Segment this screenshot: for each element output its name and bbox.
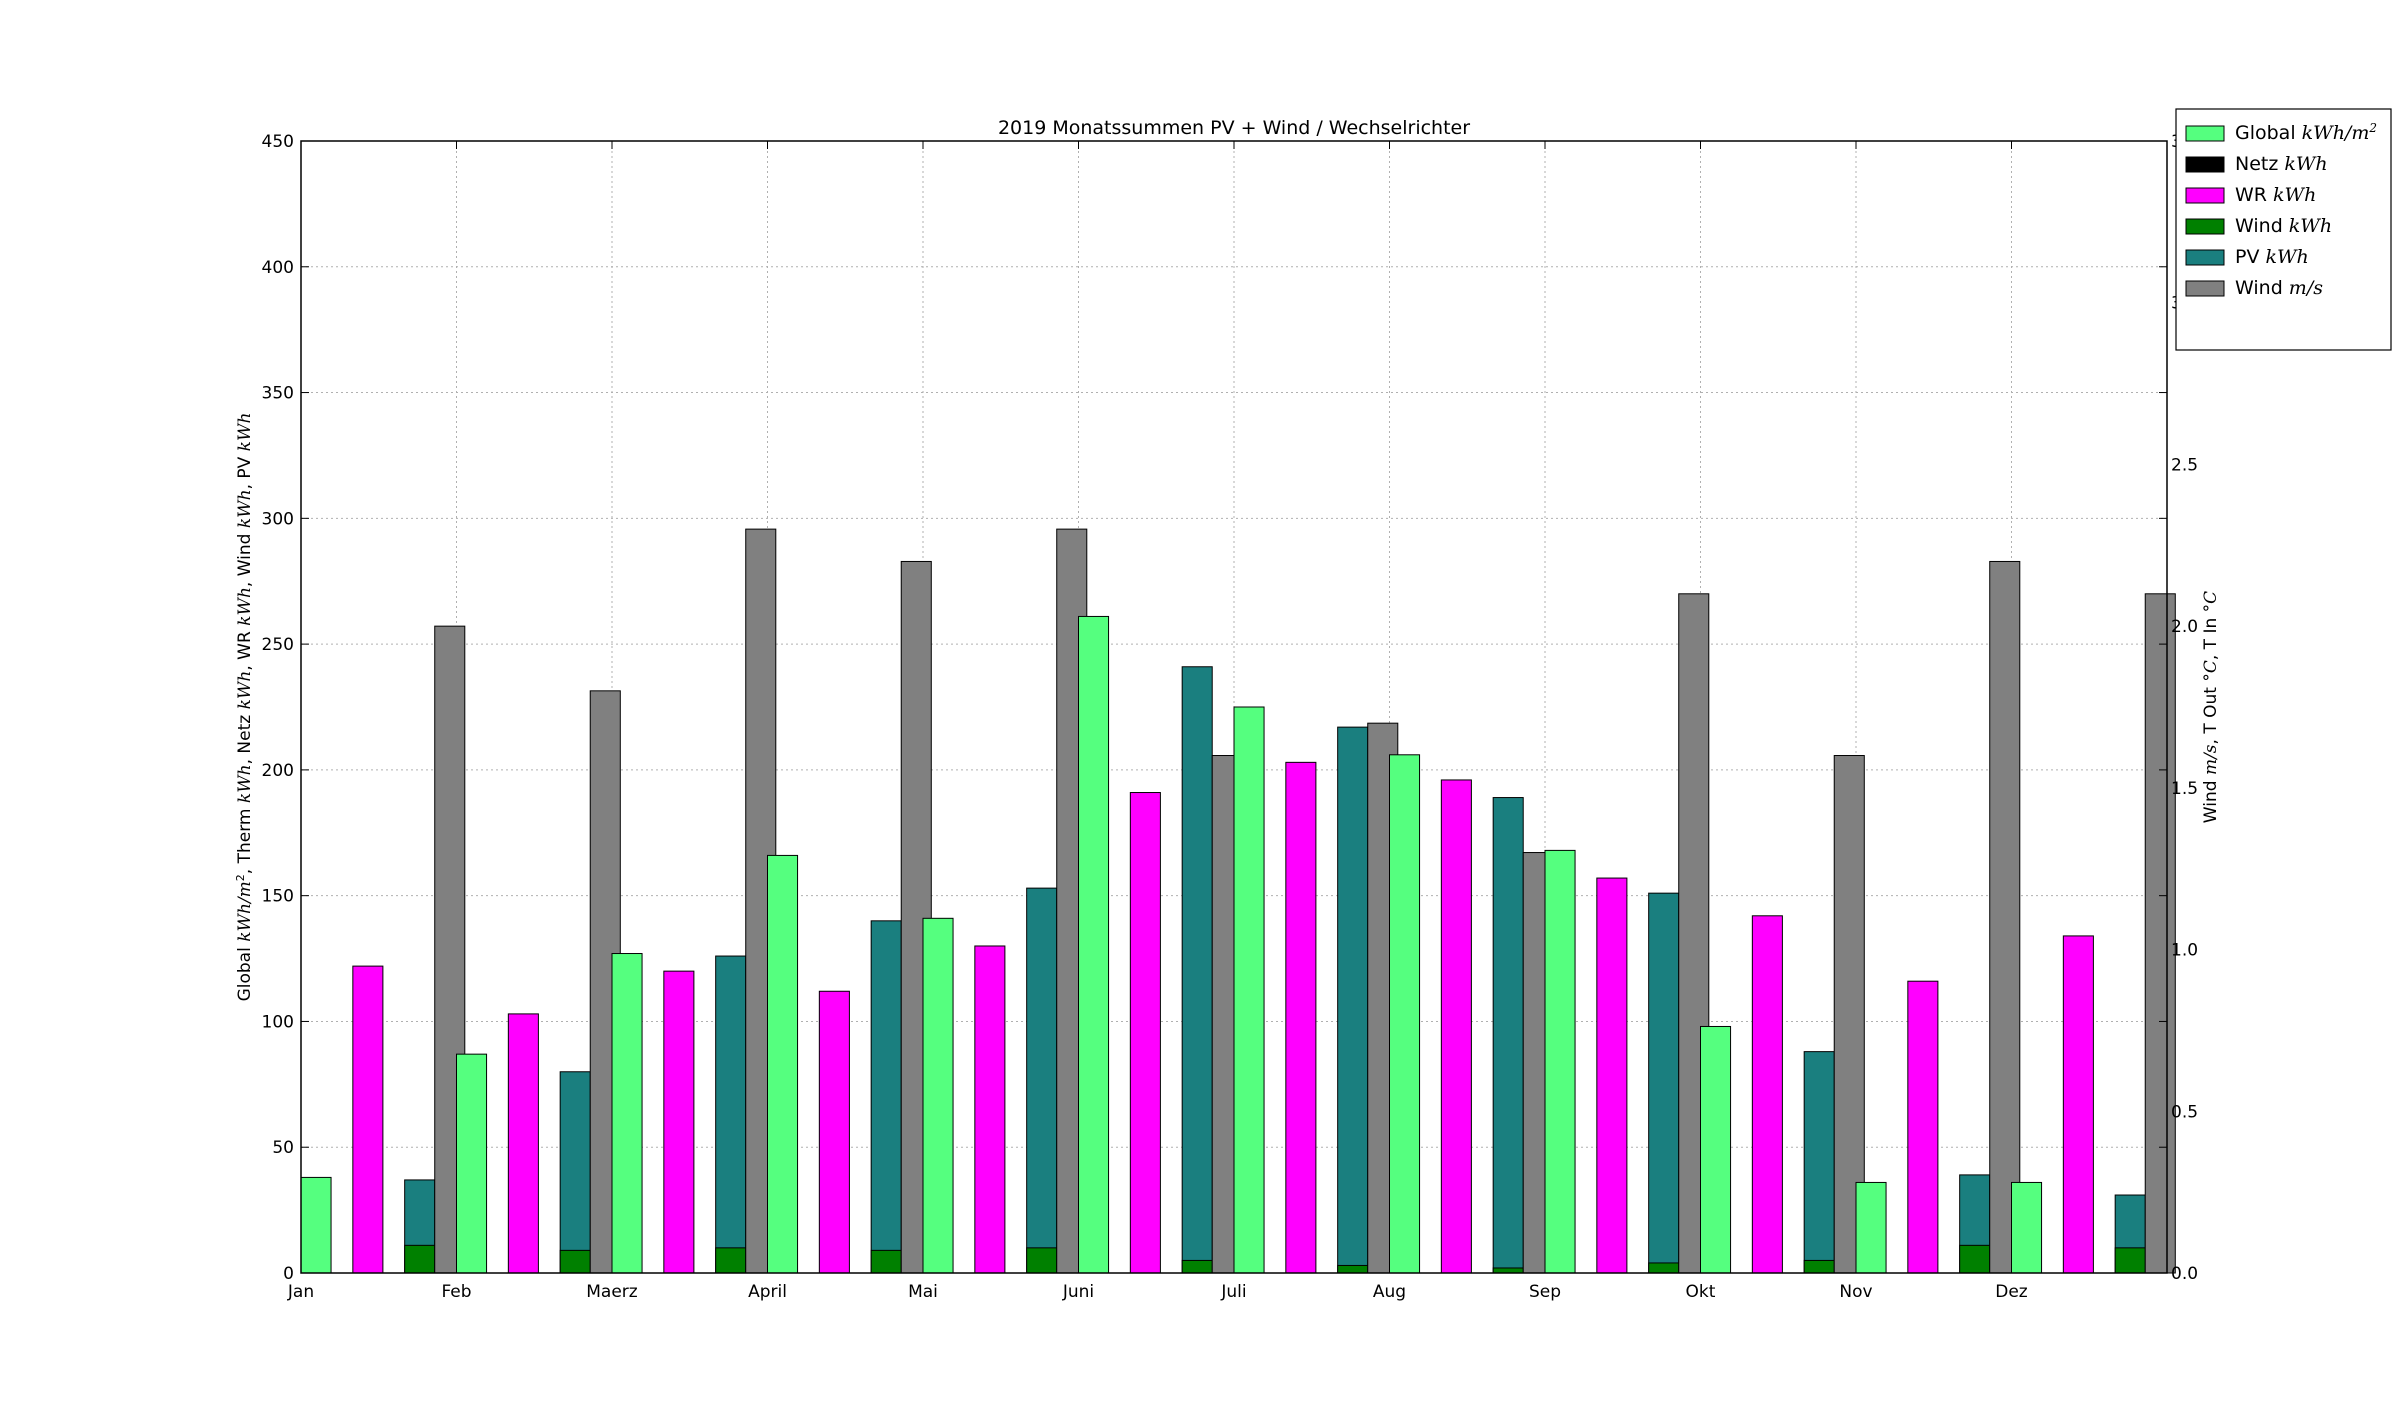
bar-global <box>1078 615 1110 1274</box>
bar-global <box>922 917 954 1274</box>
bar-wind-energy <box>1337 1264 1369 1274</box>
x-tick-label: Dez <box>1995 1282 2028 1302</box>
bar-global <box>1700 1025 1732 1274</box>
bar-wind-energy <box>404 1244 436 1274</box>
bar-wind-energy <box>2114 1247 2146 1274</box>
bar-wind-speed <box>2144 593 2176 1274</box>
bar-pv <box>870 920 902 1274</box>
bar-wr <box>974 945 1006 1274</box>
x-tick-label: Sep <box>1529 1282 1561 1302</box>
legend-swatch <box>2185 249 2225 266</box>
x-tick-label: Okt <box>1686 1282 1716 1302</box>
y-tick-label: 100 <box>262 1012 294 1032</box>
legend-label: PV kWh <box>2235 246 2309 268</box>
bar-global <box>1544 849 1576 1274</box>
bar-wind-energy <box>870 1249 902 1274</box>
legend-swatch <box>2185 280 2225 297</box>
y2-tick-label: 1.0 <box>2171 941 2198 961</box>
x-tick-label: Mai <box>908 1282 938 1302</box>
bar-wr <box>1285 761 1317 1274</box>
legend-swatch <box>2185 218 2225 235</box>
legend-label: Netz kWh <box>2235 153 2328 175</box>
y-tick-label: 50 <box>272 1138 294 1158</box>
y-tick-label: 0 <box>283 1264 294 1284</box>
bar-wr <box>1907 980 1939 1274</box>
bar-wr <box>1440 779 1472 1274</box>
bar-global <box>456 1053 488 1274</box>
legend-swatch <box>2185 187 2225 204</box>
bar-wr <box>352 965 384 1274</box>
y-tick-label: 200 <box>262 761 294 781</box>
bar-pv <box>1492 797 1524 1274</box>
bar-wind-energy <box>715 1247 747 1274</box>
x-tick-label: Nov <box>1839 1282 1872 1302</box>
bar-wr <box>1751 915 1783 1274</box>
bar-wr <box>2062 935 2094 1274</box>
y2-tick-label: 1.5 <box>2171 779 2198 799</box>
bar-pv <box>1337 726 1369 1274</box>
y2-tick-label: 0.0 <box>2171 1264 2198 1284</box>
x-tick-label: Feb <box>441 1282 471 1302</box>
bar-global <box>2011 1181 2043 1274</box>
y-tick-label: 350 <box>262 384 294 404</box>
legend: Global kWh/m2 Netz kWh WR kWh Wind kWh PV kW… <box>2175 108 2392 351</box>
bar-pv <box>559 1071 591 1274</box>
x-tick-label: Jan <box>287 1282 314 1302</box>
y-tick-label: 450 <box>262 132 294 152</box>
bar-wind-energy <box>1492 1267 1524 1274</box>
y2-tick-label: 0.5 <box>2171 1102 2198 1122</box>
legend-swatch <box>2185 125 2225 142</box>
bar-global <box>1855 1181 1887 1274</box>
x-tick-label: Aug <box>1373 1282 1406 1302</box>
bar-global <box>300 1176 332 1274</box>
axis-ticks: 0 50 100 150 200 250 300 350 400 450 0.0 0.5 1.0 1.5 2… <box>262 132 2199 1302</box>
bar-wr <box>1596 877 1628 1274</box>
legend-swatch <box>2185 156 2225 173</box>
bar-wr <box>1129 792 1161 1274</box>
legend-label: Wind kWh <box>2235 215 2332 237</box>
bar-wind-energy <box>1181 1259 1213 1274</box>
bar-pv <box>1026 887 1058 1274</box>
bar-global <box>1389 754 1421 1274</box>
y2-tick-label: 2.5 <box>2171 455 2198 475</box>
bar-pv <box>1648 892 1680 1274</box>
bar-global <box>767 854 799 1274</box>
bar-wind-energy <box>1026 1247 1058 1274</box>
bar-pv <box>715 955 747 1274</box>
bar-wr <box>507 1013 539 1274</box>
bar-wind-energy <box>1959 1244 1991 1274</box>
y2-axis-label: Wind m/s, T Out °C, T In °C <box>2201 591 2221 823</box>
y-tick-label: 400 <box>262 258 294 278</box>
bar-wind-energy <box>1803 1259 1835 1274</box>
bars <box>300 528 2176 1274</box>
bar-wind-energy <box>559 1249 591 1274</box>
legend-label: WR kWh <box>2235 184 2316 206</box>
x-tick-label: Juli <box>1220 1282 1246 1302</box>
bar-wind-energy <box>1648 1262 1680 1274</box>
y-tick-label: 250 <box>262 635 294 655</box>
chart-title: 2019 Monatssummen PV + Wind / Wechselric… <box>998 117 1470 139</box>
legend-label: Global kWh/m2 <box>2235 121 2377 144</box>
x-tick-label: Juni <box>1062 1282 1094 1302</box>
y-tick-label: 150 <box>262 887 294 907</box>
bar-pv <box>1803 1051 1835 1274</box>
legend-label: Wind m/s <box>2235 277 2323 299</box>
bar-wind-speed <box>1989 560 2021 1274</box>
y-axis-label: Global kWh/m2, Therm kWh, Netz kWh, WR k… <box>234 413 256 1002</box>
bar-pv <box>1181 666 1213 1274</box>
x-tick-label: Maerz <box>586 1282 638 1302</box>
bar-global <box>611 953 643 1274</box>
bar-wr <box>818 990 850 1274</box>
y-tick-label: 300 <box>262 509 294 529</box>
bar-wr <box>663 970 695 1274</box>
bar-global <box>1233 706 1265 1274</box>
x-tick-label: April <box>748 1282 787 1302</box>
y2-tick-label: 2.0 <box>2171 617 2198 637</box>
